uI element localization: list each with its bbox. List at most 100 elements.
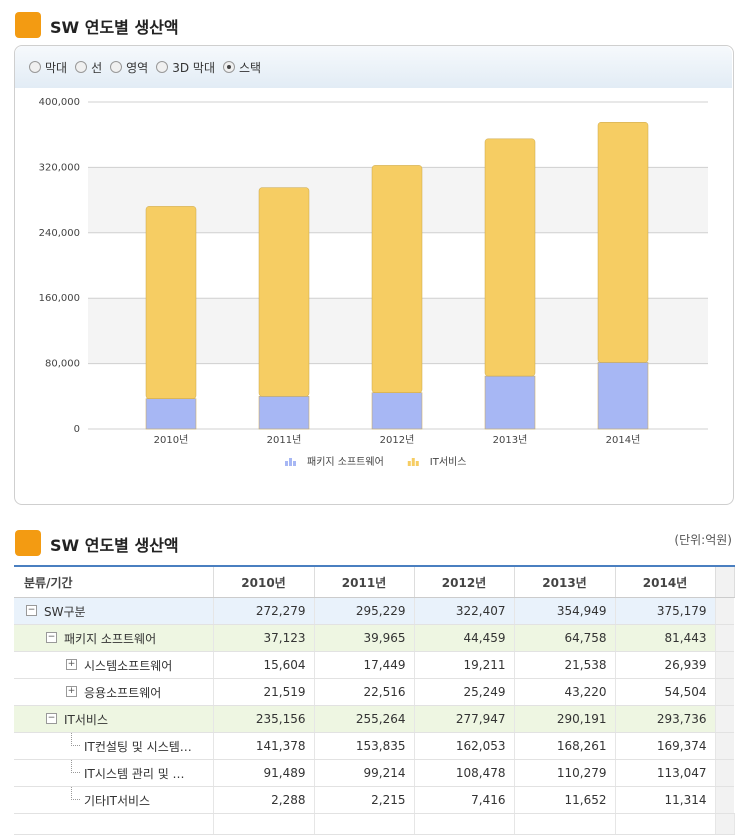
radio-label[interactable]: 막대 — [45, 60, 68, 75]
radio-label[interactable]: 3D 막대 — [172, 60, 216, 75]
x-tick-label: 2013년 — [493, 434, 528, 446]
value-cell: 2,288 — [213, 786, 315, 814]
bar-segment — [145, 398, 197, 430]
table-row: + 응용소프트웨어 21,519 22,516 25,249 43,220 54,504 — [14, 678, 734, 706]
value-cell: 21,519 — [213, 678, 315, 706]
unit-label: (단위:억원) — [674, 533, 732, 547]
value-cell: 91,489 — [213, 759, 315, 787]
filler-cell — [715, 813, 735, 835]
bar-segment — [371, 165, 423, 393]
row-label: 시스템소프트웨어 — [84, 659, 173, 673]
filler-cell — [14, 813, 214, 835]
value-cell: 19,211 — [414, 651, 515, 679]
value-cell: 15,604 — [213, 651, 315, 679]
tree-toggle[interactable]: − — [26, 605, 37, 616]
x-tick-label: 2010년 — [154, 434, 189, 446]
column-header: 2014년 — [615, 566, 716, 598]
tree-toggle[interactable]: + — [66, 659, 77, 670]
value-cell: 153,835 — [314, 732, 415, 760]
row-label-cell: 기타IT서비스 — [14, 786, 214, 814]
legend-swatch — [411, 458, 415, 466]
column-header: 2012년 — [414, 566, 515, 598]
row-label: IT시스템 관리 및 … — [84, 767, 185, 781]
legend-swatch — [293, 461, 296, 466]
row-label: 기타IT서비스 — [84, 794, 151, 808]
bar-segment — [484, 138, 536, 377]
x-tick-label: 2011년 — [267, 434, 302, 446]
radio-option[interactable]: 막대 — [29, 59, 67, 76]
value-cell: 11,652 — [514, 786, 616, 814]
value-cell: 354,949 — [514, 597, 616, 625]
filler-cell — [213, 813, 315, 835]
radio-option[interactable]: 선 — [75, 59, 102, 76]
value-cell: 81,443 — [615, 624, 716, 652]
column-header: 분류/기간 — [14, 566, 214, 598]
chart-section-title: SW 연도별 생산액 — [50, 18, 179, 37]
value-cell: 44,459 — [414, 624, 515, 652]
table-row: − IT서비스 235,156 255,264 277,947 290,191 293,73… — [14, 705, 734, 733]
legend-swatch — [289, 458, 292, 466]
y-tick-label: 400,000 — [39, 97, 80, 108]
table-section-title: SW 연도별 생산액 — [50, 536, 179, 555]
table-row: IT컨설팅 및 시스템… 141,378 153,835 162,053 168,261… — [14, 732, 734, 760]
chart-panel — [14, 45, 734, 505]
tree-toggle[interactable]: − — [46, 713, 57, 724]
value-cell: 293,736 — [615, 705, 716, 733]
row-label-cell: + 응용소프트웨어 — [14, 678, 214, 706]
radio-label[interactable]: 선 — [91, 60, 103, 75]
radio-label[interactable]: 스택 — [239, 60, 262, 75]
row-label: 패키지 소프트웨어 — [64, 632, 157, 646]
filler-cell — [414, 813, 515, 835]
scroll-cell — [715, 705, 734, 733]
radio-dot[interactable] — [110, 61, 123, 73]
row-label: IT컨설팅 및 시스템… — [84, 740, 192, 754]
value-cell: 25,249 — [414, 678, 515, 706]
y-tick-label: 0 — [74, 424, 80, 435]
row-label-cell: − 패키지 소프트웨어 — [14, 624, 214, 652]
row-label-cell: + 시스템소프트웨어 — [14, 651, 214, 679]
scroll-cell — [715, 624, 734, 652]
value-cell: 22,516 — [314, 678, 415, 706]
table-icon — [15, 530, 41, 556]
value-cell: 17,449 — [314, 651, 415, 679]
radio-label[interactable]: 영역 — [126, 60, 149, 75]
value-cell: 169,374 — [615, 732, 716, 760]
column-header: 2011년 — [314, 566, 415, 598]
radio-dot[interactable] — [75, 61, 88, 73]
x-tick-label: 2014년 — [606, 434, 641, 446]
chart-type-options: 막대 선 영역 3D 막대 스택 — [15, 46, 732, 88]
radio-dot[interactable] — [223, 61, 236, 73]
row-label: IT서비스 — [64, 713, 108, 727]
bar-segment — [258, 396, 310, 430]
table-row: − SW구분 272,279 295,229 322,407 354,949 375,179 — [14, 597, 734, 625]
filler-cell — [615, 813, 716, 835]
value-cell: 272,279 — [213, 597, 315, 625]
row-label: SW구분 — [44, 605, 86, 619]
scroll-cell — [715, 678, 734, 706]
data-table: 분류/기간 2010년 2011년 2012년 2013년 2014년 − SW구분 272,… — [14, 565, 735, 835]
value-cell: 277,947 — [414, 705, 515, 733]
scroll-cell — [715, 786, 734, 814]
radio-option[interactable]: 스택 — [223, 59, 261, 76]
value-cell: 43,220 — [514, 678, 616, 706]
radio-option[interactable]: 3D 막대 — [156, 59, 215, 76]
value-cell: 2,215 — [314, 786, 415, 814]
row-label-cell: IT컨설팅 및 시스템… — [14, 732, 214, 760]
row-label-cell: − IT서비스 — [14, 705, 214, 733]
value-cell: 99,214 — [314, 759, 415, 787]
radio-dot[interactable] — [29, 61, 41, 73]
column-header: 2010년 — [213, 566, 315, 598]
radio-option[interactable]: 영역 — [110, 59, 148, 76]
value-cell: 7,416 — [414, 786, 515, 814]
y-tick-label: 160,000 — [39, 293, 80, 304]
table-row: IT시스템 관리 및 … 91,489 99,214 108,478 110,279 11… — [14, 759, 734, 787]
filler-cell — [314, 813, 415, 835]
row-label: 응용소프트웨어 — [84, 686, 162, 700]
column-header: 2013년 — [514, 566, 616, 598]
tree-toggle[interactable]: − — [46, 632, 57, 643]
value-cell: 37,123 — [213, 624, 315, 652]
table-row: + 시스템소프트웨어 15,604 17,449 19,211 21,538 26,939 — [14, 651, 734, 679]
radio-dot[interactable] — [156, 61, 169, 73]
tree-toggle[interactable]: + — [66, 686, 77, 697]
